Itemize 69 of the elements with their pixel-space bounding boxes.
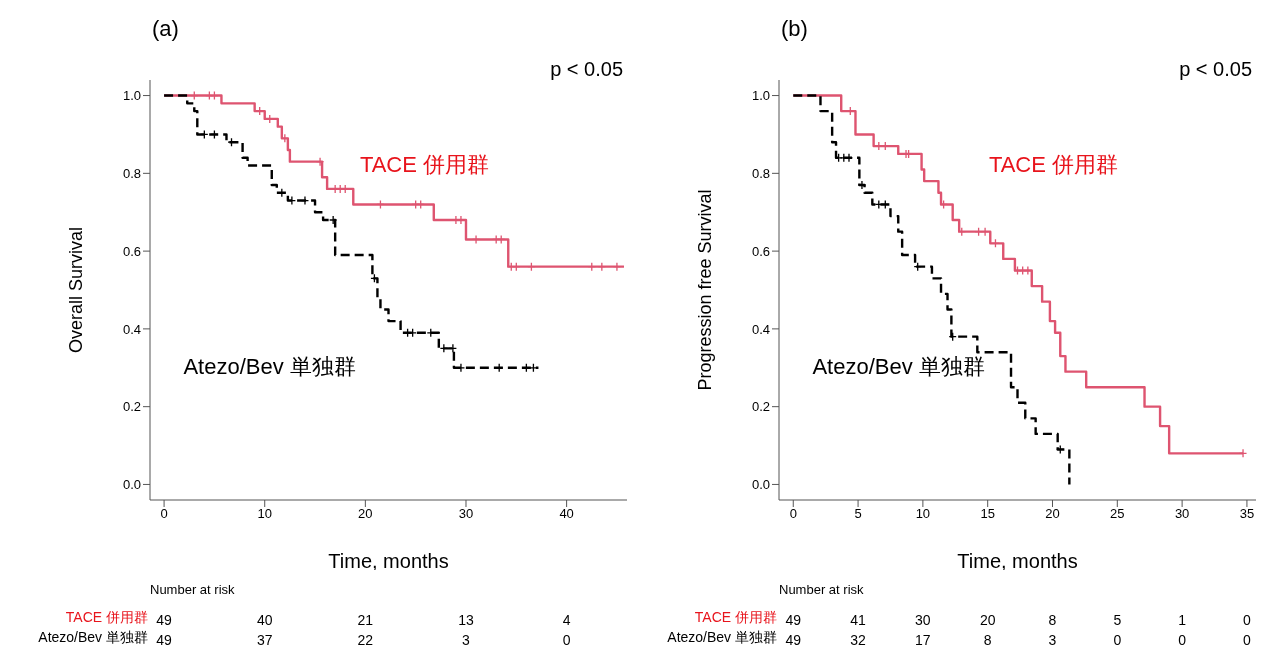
text: 49 <box>785 632 802 648</box>
text: 4 <box>562 612 571 628</box>
chart-title: (b) <box>781 16 808 42</box>
text: 13 <box>458 612 474 628</box>
text: 41 <box>850 612 866 628</box>
y-axis-title: Progression free Survival <box>695 189 716 391</box>
y-tick-label: 0.6 <box>751 243 770 259</box>
x-tick-label: 20 <box>358 506 373 522</box>
text: Atezo/Bev 単独群 <box>183 352 356 381</box>
x-tick-label: 30 <box>1174 506 1190 522</box>
text: 5 <box>1113 612 1122 628</box>
y-tick-label: 0.0 <box>122 477 141 493</box>
x-tick-label: 10 <box>257 506 272 522</box>
text: 8 <box>1048 612 1057 628</box>
text: p < 0.05 <box>1179 58 1252 81</box>
text: TACE 併用群 <box>65 609 148 625</box>
x-tick-label: 15 <box>980 506 995 522</box>
text: 49 <box>785 612 802 628</box>
x-axis-title: Time, months <box>957 550 1078 572</box>
x-tick-label: 25 <box>1110 506 1125 522</box>
x-tick-label: 10 <box>915 506 931 522</box>
x-tick-label: 0 <box>789 506 797 522</box>
text: Atezo/Bev 単独群 <box>38 629 148 645</box>
text: 0 <box>1243 612 1251 628</box>
text: 20 <box>979 612 996 628</box>
x-tick-label: 0 <box>160 506 168 522</box>
text: 21 <box>357 612 374 628</box>
y-tick-label: 1.0 <box>751 88 770 104</box>
text: 30 <box>915 612 931 628</box>
series-label: Atezo/Bev 単独群 <box>812 352 985 381</box>
text: 22 <box>357 632 374 648</box>
text: 0 <box>1113 632 1122 648</box>
text: 0 <box>1178 632 1187 648</box>
y-tick-label: 0.0 <box>751 477 770 493</box>
text: TACE 併用群 <box>694 609 777 625</box>
x-tick-label: 35 <box>1239 506 1255 522</box>
text: 0 <box>562 632 571 648</box>
y-tick-label: 0.2 <box>122 399 141 415</box>
text: 8 <box>983 632 992 648</box>
x-tick-label: 20 <box>1045 506 1060 522</box>
text: 49 <box>156 632 172 648</box>
y-tick-label: 0.6 <box>122 243 141 259</box>
x-tick-label: 40 <box>559 506 574 522</box>
text: 40 <box>256 612 273 628</box>
text: 0 <box>1243 632 1251 648</box>
y-tick-label: 0.4 <box>751 321 770 337</box>
text: 3 <box>462 632 470 648</box>
text: 17 <box>915 632 931 648</box>
x-axis-title: Time, months <box>328 550 449 572</box>
text: Atezo/Bev 単独群 <box>667 629 777 645</box>
text: 32 <box>850 632 866 648</box>
y-tick-label: 0.8 <box>751 165 770 181</box>
text: TACE 併用群 <box>988 151 1119 179</box>
text: 37 <box>256 632 273 648</box>
x-tick-label: 5 <box>854 506 862 522</box>
y-tick-label: 0.4 <box>122 321 141 337</box>
y-tick-label: 0.8 <box>122 165 141 181</box>
text: Number at risk <box>779 582 864 597</box>
text: 49 <box>156 612 172 628</box>
y-axis-title: Overall Survival <box>66 226 87 354</box>
x-tick-label: 30 <box>458 506 474 522</box>
text: 3 <box>1048 632 1057 648</box>
series-label: TACE 併用群 <box>359 151 490 179</box>
text: 1 <box>1178 612 1187 628</box>
chart-title: (a) <box>152 16 179 42</box>
text: p < 0.05 <box>550 58 623 81</box>
y-tick-label: 1.0 <box>122 88 141 104</box>
y-tick-label: 0.2 <box>751 399 770 415</box>
text: Number at risk <box>150 582 235 597</box>
